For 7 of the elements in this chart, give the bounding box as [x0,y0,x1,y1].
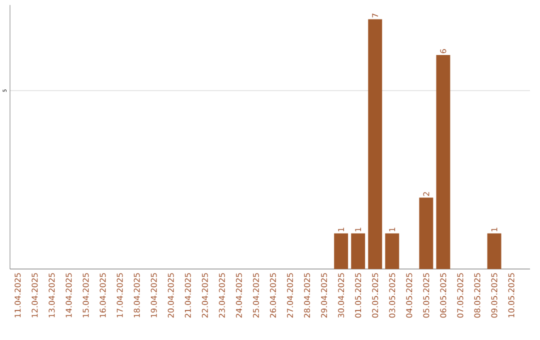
bar [368,19,382,269]
bar [487,233,502,269]
bar [385,233,400,269]
bar [436,54,450,269]
bar [351,233,366,269]
bar [419,198,434,269]
bar [334,233,348,269]
